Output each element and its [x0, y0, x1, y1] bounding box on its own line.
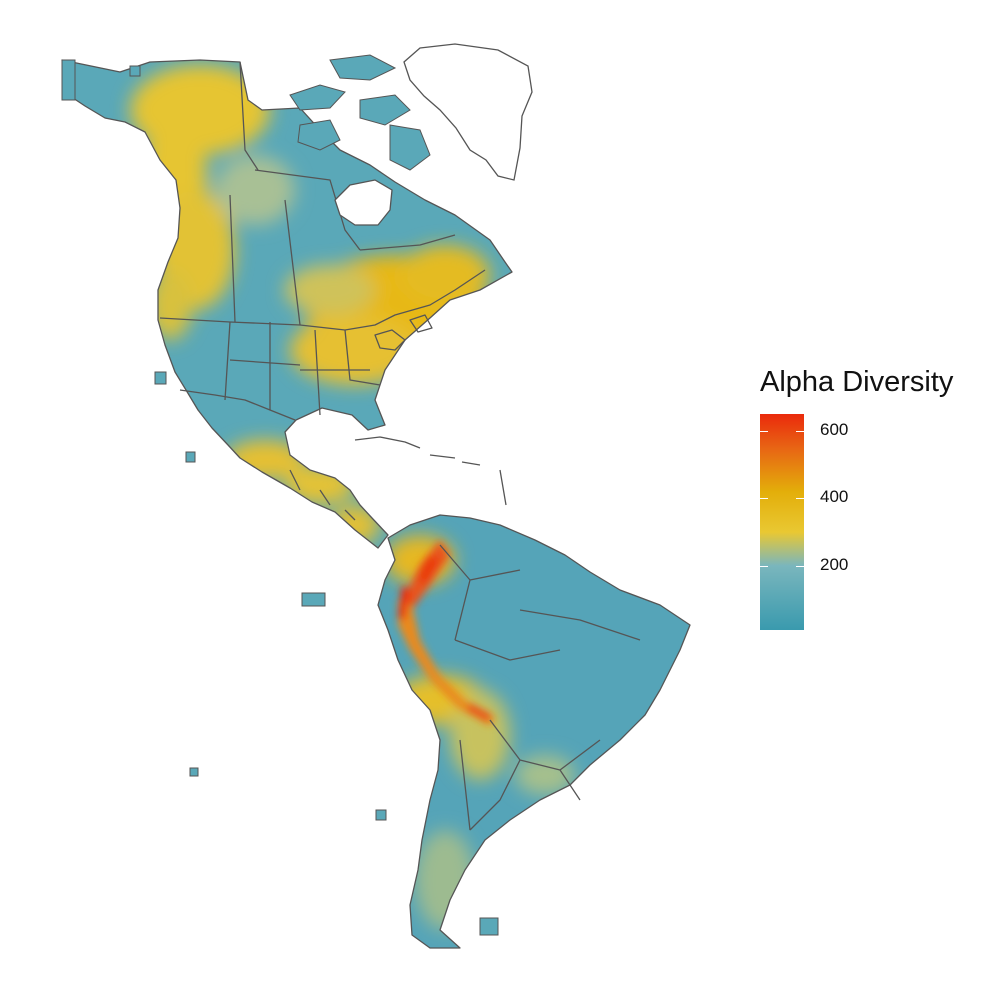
legend-colorbar [760, 414, 804, 630]
central-america-borders [289, 469, 356, 521]
us-states [224, 321, 381, 416]
legend-tick-right-600 [796, 430, 804, 432]
us-mexico-border [179, 389, 296, 421]
legend-tick-left-400 [760, 498, 768, 500]
great-lakes [374, 314, 433, 351]
canada-provinces [229, 169, 456, 326]
hudson-bay [334, 179, 393, 226]
legend-tick-label: 600 [820, 419, 849, 439]
boundary-lines [61, 59, 691, 949]
alaska-border [239, 61, 259, 171]
south-america-borders [439, 544, 641, 831]
legend-tick-label: 200 [820, 554, 849, 574]
legend-tick-label: 400 [820, 487, 849, 507]
legend-tick-right-400 [796, 498, 804, 500]
canada-us-border [159, 269, 486, 331]
south-america-raster [378, 515, 690, 948]
legend-tick-left-600 [760, 430, 768, 432]
legend-title: Alpha Diversity [760, 366, 954, 398]
legend: Alpha Diversity 200 400 600 [758, 366, 998, 646]
arctic-islands [61, 54, 499, 936]
legend-tick-left-200 [760, 565, 768, 567]
greenland-outline [403, 43, 533, 181]
caribbean-islands [354, 436, 507, 506]
legend-tick-right-200 [796, 565, 804, 567]
